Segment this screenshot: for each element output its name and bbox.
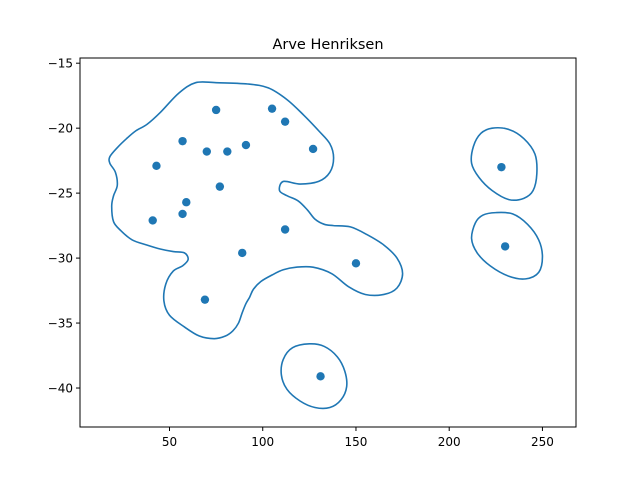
plot-frame xyxy=(79,57,577,428)
scatter-point-4 xyxy=(178,136,187,146)
scatter-point-3 xyxy=(280,117,290,126)
scatter-point-8 xyxy=(308,144,318,154)
scatter-point-20 xyxy=(500,242,510,251)
scatter-point-9 xyxy=(152,161,161,171)
x-tick-label: 200 xyxy=(438,435,461,449)
y-tick-label: −15 xyxy=(48,57,73,71)
scatter-point-13 xyxy=(148,216,157,225)
scatter-point-14 xyxy=(280,225,290,234)
points-layer xyxy=(148,104,510,381)
scatter-point-1 xyxy=(211,105,221,115)
scatter-point-12 xyxy=(178,209,187,219)
scatter-point-19 xyxy=(497,162,506,172)
y-tick-label: −20 xyxy=(48,122,73,136)
scatter-point-16 xyxy=(351,259,361,268)
contour-line-3 xyxy=(470,211,544,280)
scatter-point-15 xyxy=(238,248,247,258)
axes-layer: 50 100 150 200 250 −15 −20 −25 −30 −35 −40 xyxy=(48,57,577,449)
x-tick-label: 100 xyxy=(251,435,274,449)
x-tick-label: 150 xyxy=(345,435,368,449)
x-tick-label: 250 xyxy=(531,435,554,449)
y-tick-label: −25 xyxy=(48,187,73,201)
x-tick-label: 50 xyxy=(162,435,177,449)
contour-line-4 xyxy=(280,343,348,410)
contour-line-2 xyxy=(470,127,538,201)
contour-line-1 xyxy=(108,81,404,340)
scatter-point-5 xyxy=(202,147,211,156)
chart-title: Arve Henriksen xyxy=(272,37,383,53)
scatter-point-10 xyxy=(215,182,225,191)
scatter-point-2 xyxy=(267,104,277,113)
scatter-point-18 xyxy=(316,372,325,381)
scatter-point-17 xyxy=(200,295,210,304)
scatter-point-7 xyxy=(241,140,251,150)
scatter-point-11 xyxy=(182,198,191,207)
y-tick-label: −30 xyxy=(48,252,73,266)
y-tick-label: −35 xyxy=(48,317,73,331)
scatter-point-6 xyxy=(223,147,232,156)
contours-layer xyxy=(108,81,544,410)
y-tick-label: −40 xyxy=(48,382,73,396)
